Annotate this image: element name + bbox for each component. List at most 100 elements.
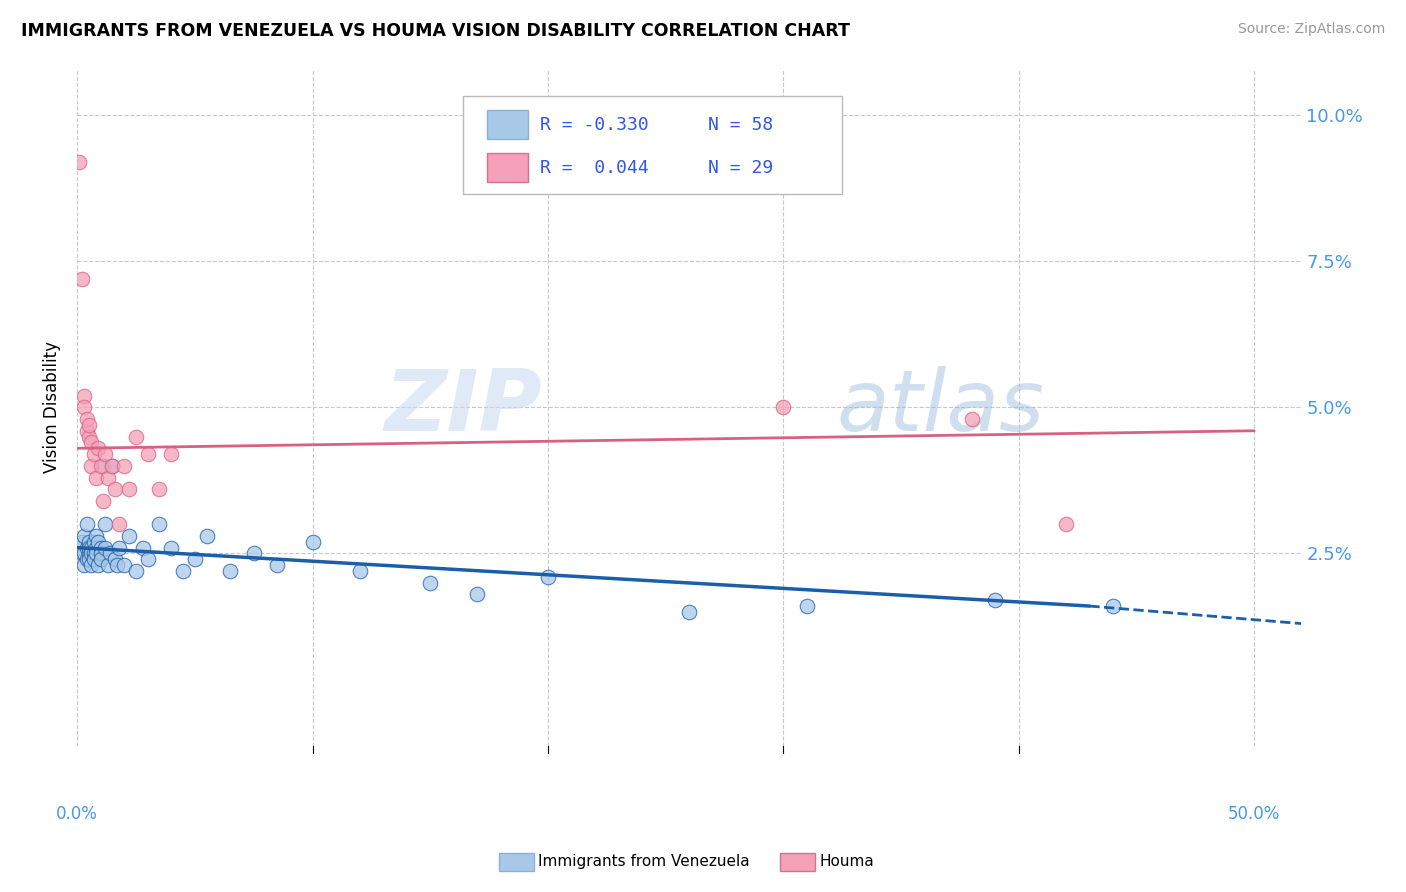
Point	[796, 599, 818, 613]
Point	[87, 534, 110, 549]
Point	[195, 529, 218, 543]
Point	[301, 534, 323, 549]
Point	[91, 494, 114, 508]
Point	[104, 482, 127, 496]
Point	[80, 541, 103, 555]
Point	[90, 458, 112, 473]
Point	[266, 558, 288, 573]
Point	[172, 564, 194, 578]
Point	[84, 541, 107, 555]
Point	[112, 558, 135, 573]
Point	[76, 412, 98, 426]
Point	[87, 442, 110, 456]
Point	[76, 424, 98, 438]
Text: atlas: atlas	[837, 366, 1045, 449]
Point	[90, 546, 112, 560]
Point	[90, 541, 112, 555]
Text: Immigrants from Venezuela: Immigrants from Venezuela	[538, 855, 751, 869]
Point	[219, 564, 242, 578]
Text: N = 58: N = 58	[707, 116, 773, 134]
Point	[84, 546, 107, 560]
Point	[73, 389, 96, 403]
Point	[984, 593, 1007, 607]
Point	[77, 429, 100, 443]
Point	[94, 541, 117, 555]
Text: 50.0%: 50.0%	[1227, 805, 1281, 822]
Point	[242, 546, 264, 560]
Point	[77, 546, 100, 560]
Point	[80, 458, 103, 473]
Point	[91, 458, 114, 473]
Point	[97, 470, 120, 484]
Point	[136, 447, 159, 461]
Point	[678, 605, 700, 619]
Point	[125, 564, 148, 578]
Point	[104, 552, 127, 566]
Point	[70, 546, 93, 560]
Point	[84, 529, 107, 543]
Point	[97, 558, 120, 573]
Point	[77, 417, 100, 432]
Point	[1054, 517, 1077, 532]
Point	[90, 552, 112, 566]
Point	[70, 272, 93, 286]
Text: 0.0%: 0.0%	[56, 805, 98, 822]
Point	[76, 541, 98, 555]
Point	[80, 546, 103, 560]
Point	[84, 470, 107, 484]
Point	[465, 587, 488, 601]
Y-axis label: Vision Disability: Vision Disability	[44, 342, 60, 474]
Point	[94, 447, 117, 461]
Point	[105, 558, 128, 573]
Point	[98, 546, 121, 560]
Point	[77, 534, 100, 549]
Point	[118, 529, 141, 543]
Text: R = -0.330: R = -0.330	[540, 116, 648, 134]
Text: ZIP: ZIP	[385, 366, 543, 449]
FancyBboxPatch shape	[463, 95, 842, 194]
Point	[148, 482, 170, 496]
Point	[772, 401, 794, 415]
Point	[83, 546, 105, 560]
Text: Source: ZipAtlas.com: Source: ZipAtlas.com	[1237, 22, 1385, 37]
Point	[73, 529, 96, 543]
Bar	[488, 153, 527, 182]
Point	[148, 517, 170, 532]
Point	[184, 552, 207, 566]
Text: IMMIGRANTS FROM VENEZUELA VS HOUMA VISION DISABILITY CORRELATION CHART: IMMIGRANTS FROM VENEZUELA VS HOUMA VISIO…	[21, 22, 851, 40]
Text: N = 29: N = 29	[707, 159, 773, 177]
Point	[83, 552, 105, 566]
Text: R =  0.044: R = 0.044	[540, 159, 648, 177]
Text: Houma: Houma	[820, 855, 875, 869]
Point	[83, 447, 105, 461]
Point	[76, 517, 98, 532]
Point	[77, 552, 100, 566]
Point	[69, 541, 91, 555]
Point	[73, 401, 96, 415]
Point	[77, 541, 100, 555]
Point	[1102, 599, 1125, 613]
Point	[160, 541, 183, 555]
Point	[125, 429, 148, 443]
Point	[118, 482, 141, 496]
Point	[87, 558, 110, 573]
Point	[349, 564, 371, 578]
Point	[80, 435, 103, 450]
Point	[108, 541, 131, 555]
Point	[69, 155, 91, 169]
Point	[101, 458, 124, 473]
Point	[960, 412, 983, 426]
Point	[136, 552, 159, 566]
Point	[73, 546, 96, 560]
Point	[83, 534, 105, 549]
Point	[108, 517, 131, 532]
Point	[537, 570, 560, 584]
Point	[132, 541, 155, 555]
Bar	[488, 111, 527, 139]
Point	[101, 458, 124, 473]
Point	[160, 447, 183, 461]
Point	[70, 534, 93, 549]
Point	[73, 558, 96, 573]
Point	[94, 517, 117, 532]
Point	[80, 558, 103, 573]
